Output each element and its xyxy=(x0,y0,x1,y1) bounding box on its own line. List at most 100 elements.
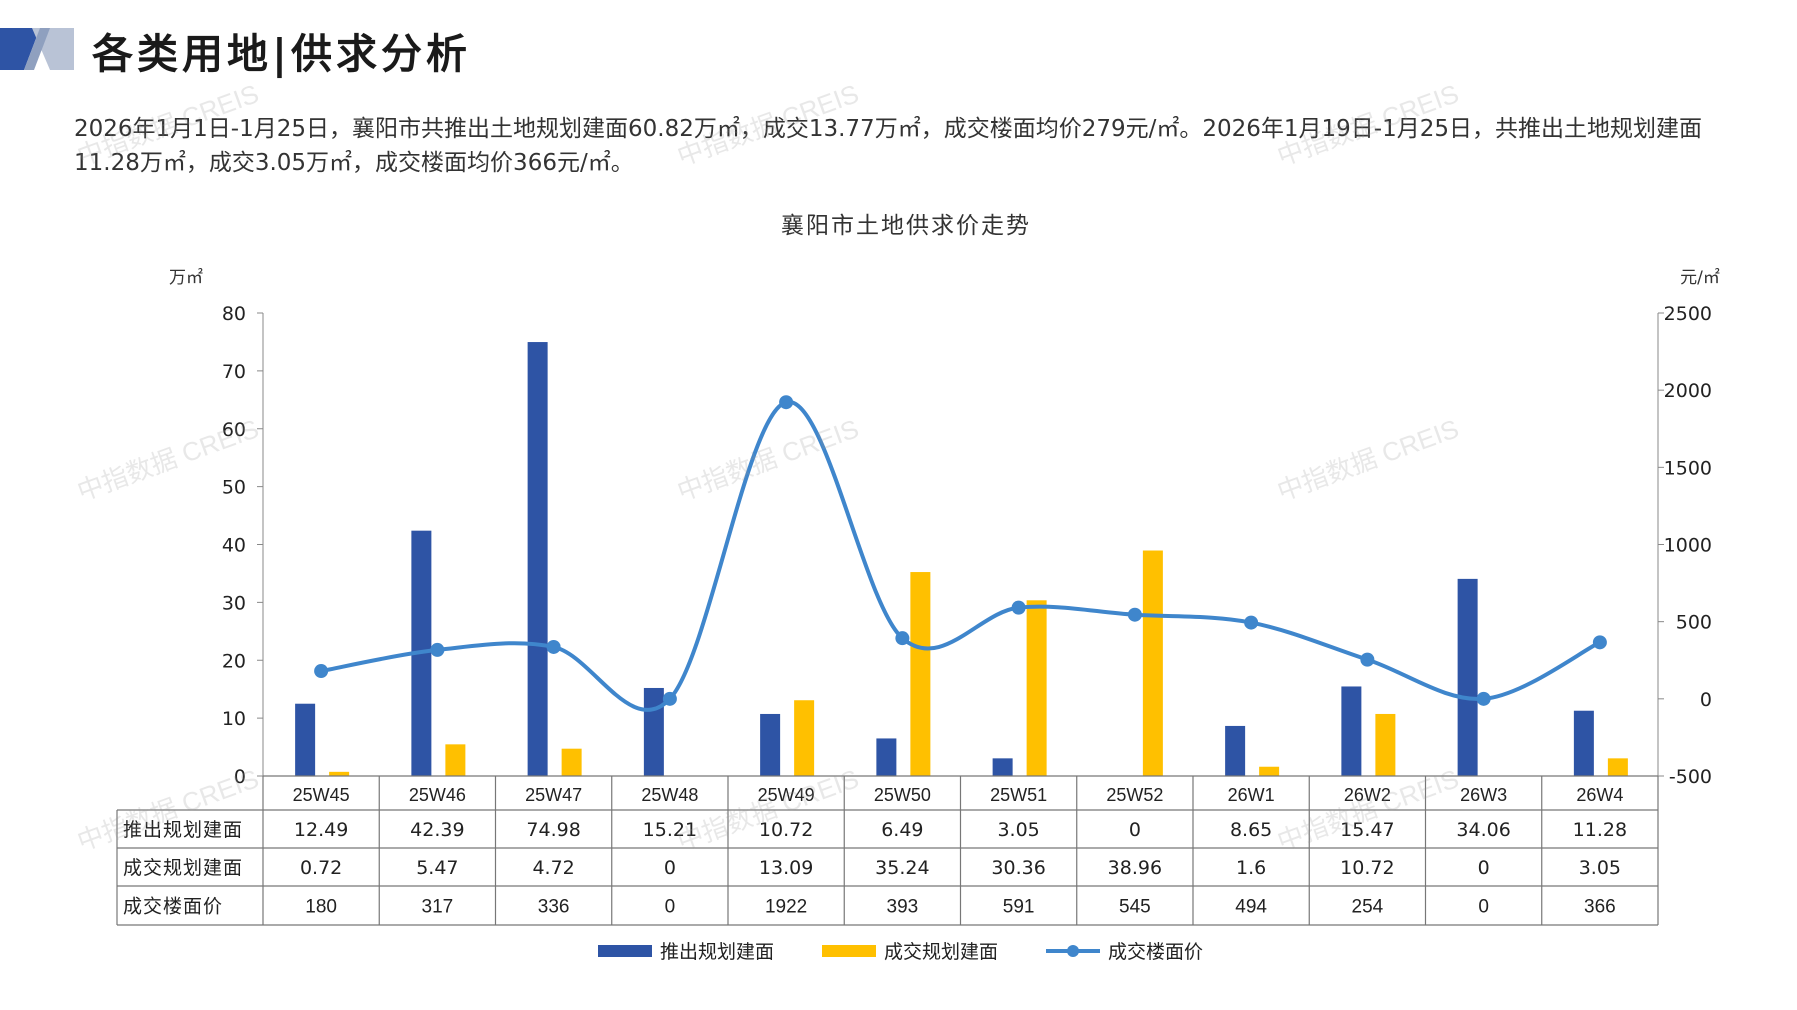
x-tick-label: 25W50 xyxy=(874,785,931,805)
table-cell: 12.49 xyxy=(294,819,348,841)
table-cell: 591 xyxy=(1003,897,1035,918)
y-left-tick-label: 60 xyxy=(222,419,246,441)
bar-deal xyxy=(1259,766,1280,776)
y-left-tick-label: 0 xyxy=(234,766,246,788)
price-point xyxy=(1244,615,1259,630)
bar-deal xyxy=(1375,713,1396,776)
table-cell: 0 xyxy=(664,857,676,879)
table-cell: 0 xyxy=(665,897,676,918)
table-cell: 10.72 xyxy=(759,819,813,841)
y-left-tick-label: 20 xyxy=(222,650,246,672)
x-tick-label: 25W52 xyxy=(1106,785,1163,805)
bar-deal xyxy=(329,771,350,776)
table-cell: 5.47 xyxy=(416,857,458,879)
bar-supply xyxy=(1573,710,1594,776)
logo-dark-shape xyxy=(0,28,40,70)
y-right-tick-label: 0 xyxy=(1700,689,1712,711)
bar-supply xyxy=(295,703,316,776)
table-cell: 11.28 xyxy=(1573,819,1627,841)
y-right-tick-label: 2500 xyxy=(1664,303,1712,325)
table-cell: 317 xyxy=(422,897,454,918)
table-cell: 3.05 xyxy=(1579,857,1621,879)
table-cell: 13.09 xyxy=(759,857,813,879)
page-title: 各类用地|供求分析 xyxy=(92,30,471,78)
bar-supply xyxy=(876,738,897,776)
x-tick-label: 26W2 xyxy=(1344,785,1391,805)
table-cell: 0 xyxy=(1478,897,1489,918)
table-cell: 0.72 xyxy=(300,857,342,879)
legend-swatch-supply xyxy=(598,945,652,957)
table-row-label: 成交规划建面 xyxy=(123,857,243,879)
table-cell: 34.06 xyxy=(1456,819,1510,841)
y-left-tick-label: 50 xyxy=(222,477,246,499)
price-point xyxy=(314,664,329,679)
legend-marker-price xyxy=(1067,945,1079,957)
y-left-tick-label: 30 xyxy=(222,592,246,614)
price-point xyxy=(1592,635,1607,650)
legend-swatch-deal xyxy=(822,945,876,957)
table-cell: 494 xyxy=(1235,897,1267,918)
table-cell: 15.21 xyxy=(643,819,697,841)
summary-text: 2026年1月1日-1月25日，襄阳市共推出土地规划建面60.82万㎡，成交13… xyxy=(74,116,1702,176)
bar-supply xyxy=(1457,578,1478,776)
bar-supply xyxy=(643,687,664,776)
table-cell: 366 xyxy=(1584,897,1616,918)
price-point xyxy=(895,631,910,646)
table-cell: 30.36 xyxy=(991,857,1045,879)
table-cell: 1922 xyxy=(765,897,807,918)
price-point xyxy=(1011,600,1026,615)
legend-label-price: 成交楼面价 xyxy=(1108,941,1203,963)
table-cell: 35.24 xyxy=(875,857,929,879)
table-cell: 74.98 xyxy=(526,819,580,841)
bar-deal xyxy=(561,748,582,776)
table-cell: 254 xyxy=(1352,897,1384,918)
y-left-unit: 万㎡ xyxy=(169,268,203,288)
table-cell: 180 xyxy=(305,897,337,918)
y-right-tick-label: 2000 xyxy=(1664,380,1712,402)
y-right-tick-label: 1500 xyxy=(1664,457,1712,479)
bar-supply xyxy=(992,758,1013,776)
y-left-tick-label: 70 xyxy=(222,361,246,383)
table-cell: 336 xyxy=(538,897,570,918)
price-point xyxy=(1476,691,1491,706)
table-cell: 42.39 xyxy=(410,819,464,841)
y-left-tick-label: 10 xyxy=(222,708,246,730)
table-cell: 4.72 xyxy=(532,857,574,879)
table-cell: 1.6 xyxy=(1236,857,1266,879)
table-cell: 15.47 xyxy=(1340,819,1394,841)
price-line xyxy=(320,400,1601,712)
legend-label-deal: 成交规划建面 xyxy=(884,941,998,963)
x-tick-label: 26W3 xyxy=(1460,785,1507,805)
x-tick-label: 25W47 xyxy=(525,785,582,805)
bar-deal xyxy=(1026,600,1047,776)
logo-mid-shape xyxy=(24,28,50,70)
table-cell: 3.05 xyxy=(997,819,1039,841)
bar-deal xyxy=(445,744,466,776)
brand-logo xyxy=(0,28,74,70)
bar-supply xyxy=(760,713,781,776)
x-tick-label: 25W49 xyxy=(758,785,815,805)
bar-supply xyxy=(527,342,548,776)
y-left-tick-label: 80 xyxy=(222,303,246,325)
x-tick-label: 25W45 xyxy=(293,785,350,805)
y-left-tick-label: 40 xyxy=(222,535,246,557)
x-tick-label: 26W1 xyxy=(1228,785,1275,805)
bar-deal xyxy=(910,572,931,776)
x-tick-label: 25W46 xyxy=(409,785,466,805)
table-cell: 545 xyxy=(1119,897,1151,918)
bar-deal xyxy=(1142,550,1163,776)
x-tick-label: 26W4 xyxy=(1576,785,1623,805)
price-point xyxy=(546,639,561,654)
y-right-tick-label: 500 xyxy=(1676,612,1712,634)
bar-deal xyxy=(794,700,815,776)
price-point xyxy=(1127,607,1142,622)
price-point xyxy=(430,642,445,657)
bar-deal xyxy=(1607,758,1628,776)
table-row-label: 推出规划建面 xyxy=(123,819,243,841)
bar-supply xyxy=(1225,725,1246,776)
table-row-label: 成交楼面价 xyxy=(123,896,223,918)
bar-supply xyxy=(1341,686,1362,776)
y-right-unit: 元/㎡ xyxy=(1680,268,1720,288)
y-right-tick-label: 1000 xyxy=(1664,535,1712,557)
price-point xyxy=(1360,652,1375,667)
